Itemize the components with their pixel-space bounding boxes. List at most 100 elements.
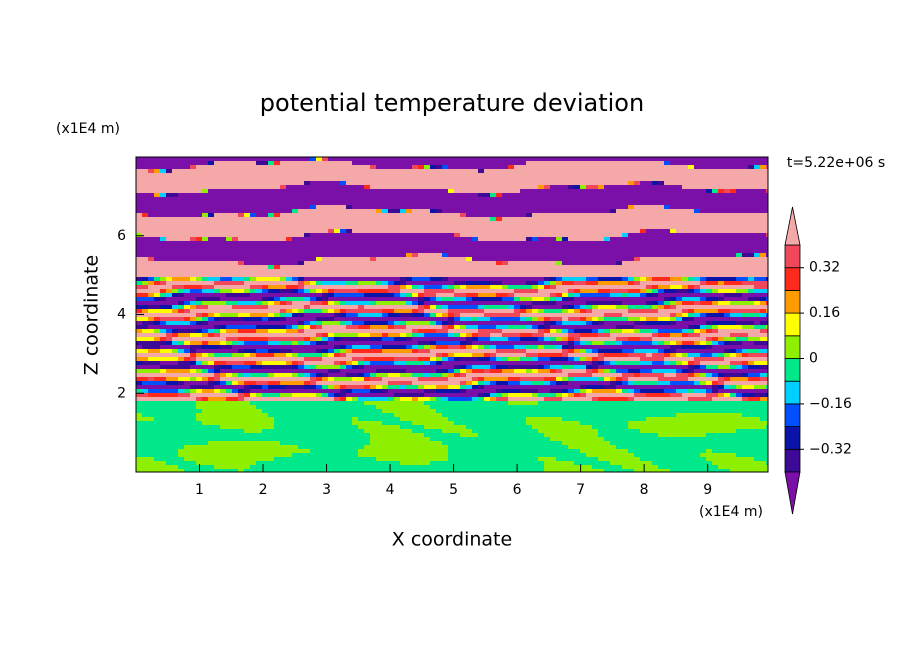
contour-cell — [316, 229, 322, 233]
contour-cell — [640, 301, 646, 305]
contour-cell — [568, 317, 574, 321]
contour-cell — [640, 193, 646, 197]
contour-cell — [226, 241, 232, 245]
contour-cell — [712, 173, 718, 177]
contour-cell — [682, 201, 688, 205]
contour-cell — [748, 293, 754, 297]
contour-cell — [364, 293, 370, 297]
contour-cell — [142, 285, 148, 289]
contour-cell — [322, 265, 328, 269]
contour-cell — [598, 257, 604, 261]
contour-cell — [376, 213, 382, 217]
contour-cell — [382, 261, 388, 265]
contour-cell — [244, 185, 250, 189]
contour-cell — [310, 341, 316, 345]
contour-cell — [400, 205, 406, 209]
contour-cell — [706, 333, 712, 337]
contour-cell — [694, 297, 700, 301]
contour-cell — [502, 213, 508, 217]
contour-cell — [658, 257, 664, 261]
contour-cell — [250, 157, 256, 161]
contour-cell — [466, 329, 472, 333]
contour-cell — [514, 297, 520, 301]
contour-cell — [682, 321, 688, 325]
contour-cell — [610, 161, 616, 165]
contour-cell — [352, 177, 358, 181]
contour-cell — [364, 193, 370, 197]
contour-cell — [556, 197, 562, 201]
contour-cell — [646, 301, 652, 305]
contour-cell — [184, 313, 190, 317]
contour-cell — [658, 333, 664, 337]
contour-cell — [460, 201, 466, 205]
contour-cell — [688, 161, 694, 165]
contour-cell — [544, 229, 550, 233]
contour-cell — [304, 213, 310, 217]
contour-cell — [706, 269, 712, 273]
contour-cell — [574, 313, 580, 317]
contour-cell — [538, 213, 544, 217]
contour-cell — [634, 229, 640, 233]
contour-cell — [766, 261, 768, 265]
contour-cell — [400, 297, 406, 301]
contour-cell — [628, 277, 634, 281]
contour-cell — [460, 269, 466, 273]
contour-cell — [262, 161, 268, 165]
contour-cell — [328, 341, 334, 345]
contour-cell — [766, 257, 768, 261]
contour-cell — [556, 325, 562, 329]
contour-cell — [448, 221, 454, 225]
contour-cell — [700, 161, 706, 165]
contour-cell — [628, 201, 634, 205]
contour-cell — [394, 325, 400, 329]
contour-cell — [394, 233, 400, 237]
contour-cell — [268, 325, 274, 329]
contour-cell — [304, 157, 310, 161]
contour-cell — [166, 177, 172, 181]
contour-cell — [442, 257, 448, 261]
contour-cell — [478, 293, 484, 297]
contour-cell — [388, 281, 394, 285]
contour-cell — [310, 173, 316, 177]
contour-cell — [160, 233, 166, 237]
contour-cell — [586, 305, 592, 309]
contour-cell — [646, 173, 652, 177]
contour-cell — [478, 297, 484, 301]
contour-cell — [148, 301, 154, 305]
contour-cell — [688, 173, 694, 177]
contour-cell — [472, 305, 478, 309]
contour-cell — [622, 217, 628, 221]
contour-cell — [646, 241, 652, 245]
contour-cell — [172, 325, 178, 329]
contour-cell — [490, 209, 496, 213]
contour-cell — [496, 225, 502, 229]
contour-cell — [322, 185, 328, 189]
contour-cell — [286, 197, 292, 201]
contour-cell — [418, 189, 424, 193]
contour-cell — [760, 157, 766, 161]
contour-cell — [706, 213, 712, 217]
contour-cell — [142, 249, 148, 253]
contour-cell — [148, 329, 154, 333]
contour-cell — [502, 325, 508, 329]
contour-cell — [406, 201, 412, 205]
contour-cell — [238, 301, 244, 305]
contour-cell — [760, 341, 766, 345]
contour-cell — [676, 249, 682, 253]
contour-cell — [262, 205, 268, 209]
contour-cell — [466, 261, 472, 265]
contour-cell — [244, 269, 250, 273]
contour-cell — [424, 269, 430, 273]
contour-cell — [514, 237, 520, 241]
contour-cell — [250, 173, 256, 177]
contour-cell — [394, 253, 400, 257]
contour-cell — [274, 193, 280, 197]
contour-cell — [598, 305, 604, 309]
contour-cell — [370, 309, 376, 313]
contour-cell — [568, 201, 574, 205]
contour-cell — [676, 317, 682, 321]
contour-cell — [406, 313, 412, 317]
contour-cell — [538, 177, 544, 181]
contour-cell — [496, 293, 502, 297]
contour-cell — [214, 165, 220, 169]
